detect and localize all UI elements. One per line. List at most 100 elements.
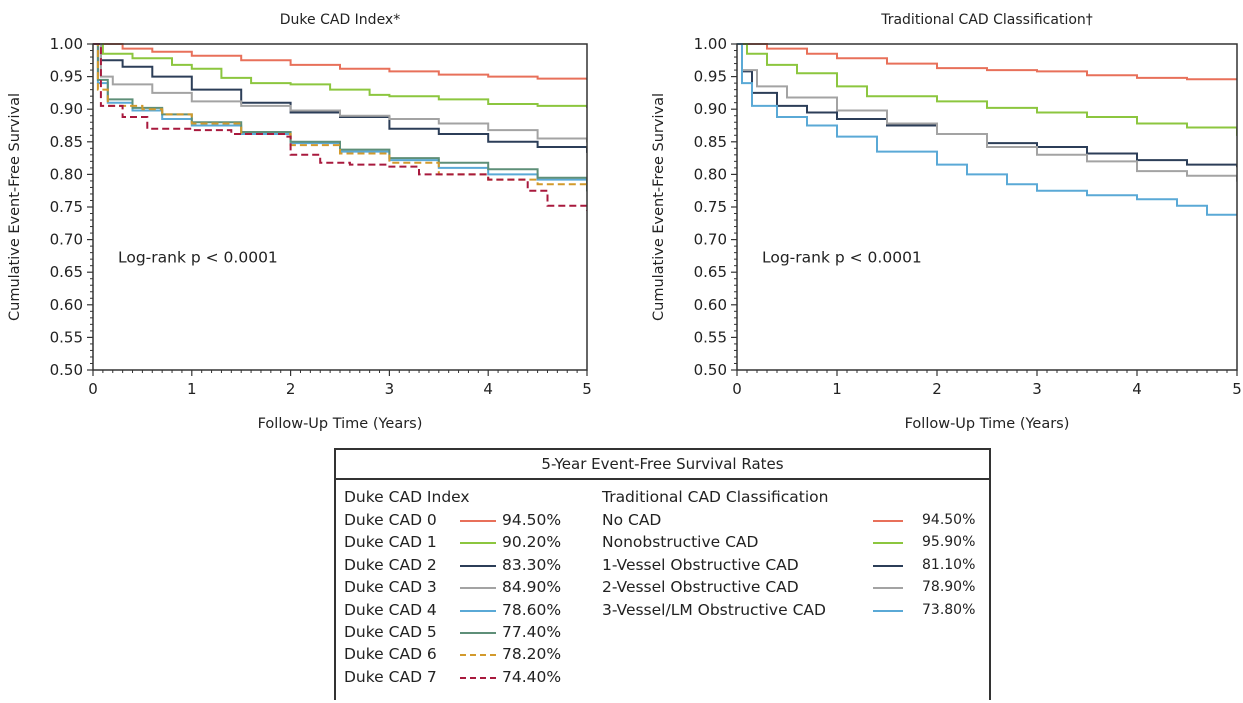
- legend-swatch: [873, 609, 903, 612]
- x-axis-label: Follow-Up Time (Years): [905, 416, 1070, 432]
- legend-swatch: [873, 542, 903, 545]
- legend-item-value: 84.90%: [502, 578, 562, 597]
- x-tick-label: 0: [88, 380, 98, 398]
- legend-item-label: Duke CAD 0: [344, 511, 437, 529]
- legend-item-label: Duke CAD 7: [344, 667, 437, 686]
- legend-item: Nonobstructive CAD 95.90%: [602, 531, 982, 553]
- series-line-0: [737, 43, 1237, 81]
- legend-item: Duke CAD 2 83.30%: [344, 554, 604, 576]
- legend-item-label: 2-Vessel Obstructive CAD: [602, 578, 799, 597]
- x-tick-label: 2: [932, 380, 942, 398]
- y-tick-label: 0.50: [50, 361, 83, 379]
- y-tick-label: 0.75: [50, 198, 83, 216]
- chart-panel: 0.50 0.55 0.60 0.65 0.70 0.75 0.80 0.85 0.90 0.95…: [651, 12, 1242, 432]
- series-line-1: [737, 43, 1237, 136]
- legend-item-value: 73.80%: [922, 601, 976, 618]
- legend-item: Duke CAD 3 84.90%: [344, 576, 604, 598]
- legend-traditional-column: Traditional CAD Classification No CAD 94.…: [602, 486, 982, 621]
- legend-item-value: 78.20%: [502, 645, 562, 664]
- y-tick-label: 0.65: [50, 263, 83, 281]
- series-line-0: [93, 43, 587, 80]
- legend-swatch: [460, 631, 496, 634]
- plot-frame: [736, 43, 1238, 371]
- legend-item: No CAD 94.50%: [602, 509, 982, 531]
- legend-item-value: 94.50%: [922, 512, 976, 528]
- x-tick-label: 1: [832, 380, 842, 398]
- x-tick-label: 5: [1232, 380, 1242, 398]
- legend-swatch: [873, 587, 903, 590]
- x-axis-label: Follow-Up Time (Years): [258, 416, 423, 432]
- legend-item: Duke CAD 1 90.20%: [344, 531, 604, 553]
- series-line-4: [737, 43, 1237, 216]
- x-tick-label: 4: [483, 380, 493, 398]
- legend-swatch: [460, 609, 496, 612]
- legend-swatch: [460, 587, 496, 590]
- logrank-annotation: Log-rank p < 0.0001: [118, 248, 278, 266]
- legend-item: Duke CAD 4 78.60%: [344, 599, 604, 621]
- legend-item-label: Duke CAD 5: [344, 622, 437, 641]
- y-axis-label: Cumulative Event-Free Survival: [7, 93, 23, 321]
- legend-swatch: [460, 520, 496, 522]
- legend-item-label: Duke CAD 1: [344, 533, 437, 552]
- legend-duke-heading: Duke CAD Index: [344, 488, 470, 506]
- x-tick-label: 4: [1132, 380, 1142, 398]
- y-tick-label: 0.70: [50, 231, 83, 249]
- x-tick-label: 2: [286, 380, 296, 398]
- y-tick-label: 0.65: [694, 263, 727, 281]
- y-tick-label: 0.60: [694, 296, 727, 314]
- series-line-3: [737, 43, 1237, 182]
- legend-item-value: 74.40%: [502, 667, 562, 686]
- y-tick-label: 0.50: [694, 361, 727, 379]
- legend-item: Duke CAD 7 74.40%: [344, 666, 604, 688]
- legend-item-value: 94.50%: [502, 511, 562, 529]
- legend-item: Duke CAD 5 77.40%: [344, 621, 604, 643]
- legend-item-label: Duke CAD 4: [344, 600, 437, 619]
- y-tick-label: 0.90: [694, 100, 727, 118]
- x-tick-label: 5: [582, 380, 592, 398]
- legend-item: 2-Vessel Obstructive CAD 78.90%: [602, 576, 982, 598]
- y-tick-label: 0.55: [694, 328, 727, 346]
- survival-charts: 0.50 0.55 0.60 0.65 0.70 0.75 0.80 0.85 0.90 0.95…: [7, 12, 1242, 432]
- legend-item-label: Duke CAD 3: [344, 578, 437, 597]
- legend-item-value: 83.30%: [502, 555, 562, 574]
- legend-swatch: [873, 564, 903, 567]
- y-tick-label: 0.85: [50, 133, 83, 151]
- series-line-5: [93, 43, 587, 192]
- y-tick-label: 1.00: [694, 35, 727, 53]
- legend-item: Duke CAD 6 78.20%: [344, 643, 604, 665]
- y-tick-label: 0.70: [694, 231, 727, 249]
- legend-item-label: 3-Vessel/LM Obstructive CAD: [602, 600, 826, 619]
- y-tick-label: 0.80: [50, 165, 83, 183]
- y-tick-label: 0.95: [50, 68, 83, 86]
- legend-swatch: [460, 676, 496, 679]
- legend-traditional-heading: Traditional CAD Classification: [602, 488, 829, 506]
- y-tick-label: 0.60: [50, 296, 83, 314]
- y-axis-label: Cumulative Event-Free Survival: [651, 93, 667, 321]
- legend-item-value: 95.90%: [922, 534, 976, 551]
- legend-swatch: [460, 564, 496, 567]
- x-tick-label: 1: [187, 380, 197, 398]
- legend-item-label: Duke CAD 2: [344, 555, 437, 574]
- legend-swatch: [873, 520, 903, 522]
- y-tick-label: 0.80: [694, 165, 727, 183]
- y-tick-label: 0.90: [50, 100, 83, 118]
- legend-item: 1-Vessel Obstructive CAD 81.10%: [602, 554, 982, 576]
- legend-item-label: Duke CAD 6: [344, 645, 437, 664]
- legend-title: 5-Year Event-Free Survival Rates: [336, 450, 989, 480]
- series-line-1: [93, 43, 587, 108]
- legend-item-value: 90.20%: [502, 533, 562, 552]
- y-tick-label: 0.75: [694, 198, 727, 216]
- legend-item-value: 78.90%: [922, 579, 976, 596]
- y-tick-label: 1.00: [50, 35, 83, 53]
- legend-item-label: 1-Vessel Obstructive CAD: [602, 555, 799, 574]
- legend-item-value: 81.10%: [922, 556, 976, 573]
- legend-swatch: [460, 542, 496, 545]
- series-line-2: [93, 43, 587, 153]
- y-tick-label: 0.95: [694, 68, 727, 86]
- series-line-3: [93, 43, 587, 143]
- y-tick-label: 0.85: [694, 133, 727, 151]
- legend-item: 3-Vessel/LM Obstructive CAD 73.80%: [602, 599, 982, 621]
- chart-panel: 0.50 0.55 0.60 0.65 0.70 0.75 0.80 0.85 0.90 0.95…: [7, 12, 592, 432]
- survival-rates-legend: 5-Year Event-Free Survival Rates Duke CA…: [334, 448, 991, 700]
- chart-title: Duke CAD Index*: [280, 12, 400, 28]
